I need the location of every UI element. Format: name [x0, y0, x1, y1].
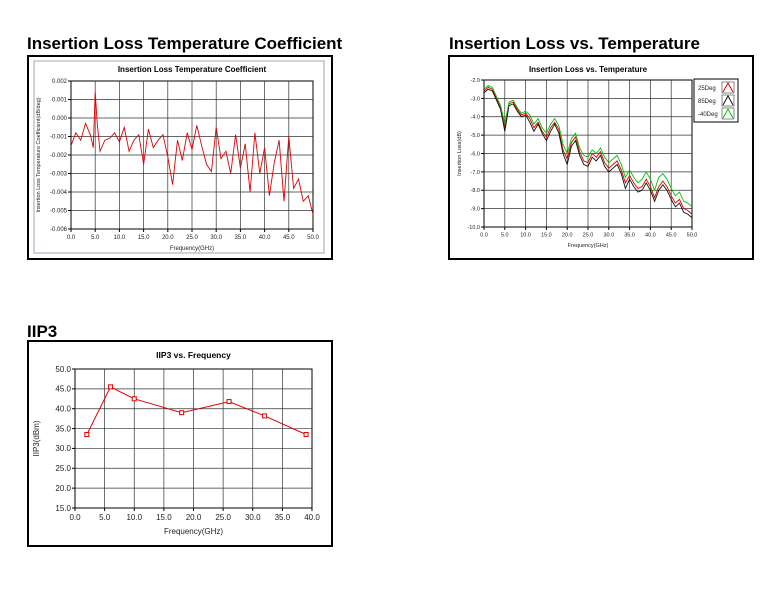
- x-tick-label: 45.0: [666, 233, 677, 239]
- x-tick-label: 5.0: [91, 235, 100, 241]
- series-line-25deg: [483, 86, 693, 215]
- x-tick-label: 50.0: [687, 233, 698, 239]
- y-tick-label: 45.0: [55, 385, 71, 394]
- x-tick-label: 40.0: [304, 513, 320, 522]
- y-axis-label: Insertion Loss(dB): [457, 131, 463, 176]
- data-point-marker: [108, 384, 114, 390]
- y-tick-label: 25.0: [55, 464, 71, 473]
- chart-frame-loss-temp: 0.0 5.0 10.0 15.0 20.0 25.0 30.0 35.0 40.0 45.0 50…: [448, 55, 754, 260]
- y-tick-label: 0.000: [52, 116, 68, 122]
- data-point-marker: [303, 432, 309, 438]
- x-tick-label: 15.0: [541, 233, 552, 239]
- chart-frame-loss-tc: 0.0 5.0 10.0 15.0 20.0 25.0 30.0 35.0 40.0 45.0 50…: [27, 55, 333, 260]
- x-tick-label: 25.0: [583, 233, 594, 239]
- x-tick-label: 45.0: [283, 235, 295, 241]
- chart-title: IIP3 vs. Frequency: [156, 350, 231, 360]
- y-tick-label: 35.0: [55, 424, 71, 433]
- legend-swatch-line: [722, 107, 734, 119]
- data-point-marker: [84, 432, 90, 438]
- y-tick-label: -0.006: [50, 227, 68, 233]
- y-axis-label: Insertion Loss Temperature Coefficient(d…: [36, 97, 42, 212]
- x-tick-label: 25.0: [215, 513, 231, 522]
- y-tick-label: -10.0: [467, 225, 480, 231]
- x-tick-label: 30.0: [245, 513, 261, 522]
- x-axis-label: Frequency(GHz): [568, 243, 609, 249]
- chart-loss-tc: 0.0 5.0 10.0 15.0 20.0 25.0 30.0 35.0 40.0 45.0 50…: [33, 60, 325, 254]
- legend-swatch-line: [722, 94, 734, 106]
- y-tick-label: -2.0: [471, 78, 480, 84]
- x-tick-label: 30.0: [210, 235, 222, 241]
- legend-label: -40Deg: [698, 112, 718, 118]
- legend-swatch-line: [722, 81, 734, 93]
- y-tick-label: 50.0: [55, 365, 71, 374]
- y-tick-label: 15.0: [55, 504, 71, 513]
- data-point-marker: [179, 410, 185, 416]
- x-tick-label: 15.0: [138, 235, 150, 241]
- chart-frame-iip3: 0.0 5.0 10.0 15.0 20.0 25.0 30.0 35.0 40.0 50.0 45…: [27, 340, 333, 547]
- x-tick-label: 50.0: [307, 235, 319, 241]
- heading-iip3: IIP3: [27, 322, 58, 341]
- x-tick-label: 20.0: [562, 233, 573, 239]
- chart-loss-temp: 0.0 5.0 10.0 15.0 20.0 25.0 30.0 35.0 40.0 45.0 50…: [457, 65, 739, 249]
- x-tick-label: 20.0: [186, 513, 202, 522]
- y-tick-label: -0.001: [50, 135, 68, 141]
- x-tick-label: 0.0: [67, 235, 76, 241]
- heading-loss-temp: Insertion Loss vs. Temperature: [449, 34, 700, 53]
- y-tick-label: -9.0: [471, 207, 480, 213]
- x-tick-label: 40.0: [259, 235, 271, 241]
- x-tick-label: 35.0: [275, 513, 291, 522]
- x-tick-label: 30.0: [603, 233, 614, 239]
- legend-label: 85Deg: [698, 99, 716, 105]
- y-tick-label: 40.0: [55, 405, 71, 414]
- chart-iip3: 0.0 5.0 10.0 15.0 20.0 25.0 30.0 35.0 40.0 50.0 45…: [32, 350, 320, 536]
- y-tick-label: -7.0: [471, 170, 480, 176]
- y-tick-label: 0.002: [52, 79, 68, 85]
- y-tick-label: 0.001: [52, 98, 68, 104]
- x-tick-label: 35.0: [624, 233, 635, 239]
- legend-label: 25Deg: [698, 86, 716, 92]
- y-tick-label: -3.0: [471, 96, 480, 102]
- x-tick-label: 10.0: [126, 513, 142, 522]
- y-tick-label: 20.0: [55, 484, 71, 493]
- x-axis-label: Frequency(GHz): [170, 246, 214, 252]
- x-tick-label: 35.0: [235, 235, 247, 241]
- y-tick-label: 30.0: [55, 444, 71, 453]
- x-axis-label: Frequency(GHz): [164, 527, 223, 536]
- x-tick-label: 10.0: [114, 235, 126, 241]
- data-point-marker: [226, 399, 232, 405]
- y-tick-label: -0.004: [50, 190, 68, 196]
- x-tick-label: 0.0: [480, 233, 488, 239]
- y-tick-label: -0.003: [50, 172, 68, 178]
- y-tick-label: -0.005: [50, 209, 68, 215]
- chart-title: Insertion Loss Temperature Coefficient: [118, 65, 267, 74]
- x-tick-label: 15.0: [156, 513, 172, 522]
- y-tick-label: -4.0: [471, 115, 480, 121]
- y-tick-label: -0.002: [50, 153, 68, 159]
- chart-panel-border: [33, 60, 325, 254]
- x-tick-label: 0.0: [69, 513, 81, 522]
- x-tick-label: 40.0: [645, 233, 656, 239]
- x-tick-label: 10.0: [520, 233, 531, 239]
- data-point-marker: [262, 413, 268, 419]
- x-tick-label: 5.0: [99, 513, 111, 522]
- y-tick-label: -8.0: [471, 188, 480, 194]
- series-line--40deg: [483, 84, 693, 208]
- y-tick-label: -6.0: [471, 151, 480, 157]
- x-tick-label: 5.0: [501, 233, 509, 239]
- series-line-0: [70, 92, 314, 215]
- series-line-85deg: [483, 88, 693, 219]
- x-tick-label: 25.0: [186, 235, 198, 241]
- data-point-marker: [131, 396, 137, 402]
- x-tick-label: 20.0: [162, 235, 174, 241]
- y-tick-label: -5.0: [471, 133, 480, 139]
- heading-loss-tc: Insertion Loss Temperature Coefficient: [27, 34, 343, 53]
- y-axis-label: IIP3(dBm): [32, 420, 41, 456]
- chart-title: Insertion Loss vs. Temperature: [529, 65, 648, 74]
